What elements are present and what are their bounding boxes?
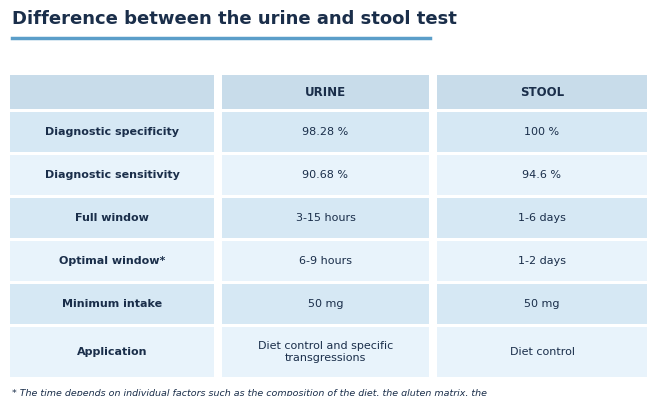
Text: Full window: Full window (75, 213, 149, 223)
FancyBboxPatch shape (10, 241, 214, 281)
FancyBboxPatch shape (10, 112, 214, 152)
Text: 50 mg: 50 mg (307, 299, 343, 309)
Text: Diagnostic specificity: Diagnostic specificity (45, 127, 179, 137)
FancyBboxPatch shape (222, 241, 429, 281)
Text: URINE: URINE (305, 86, 346, 99)
FancyBboxPatch shape (10, 75, 214, 109)
FancyBboxPatch shape (437, 112, 647, 152)
FancyBboxPatch shape (437, 284, 647, 324)
Text: 100 %: 100 % (524, 127, 560, 137)
FancyBboxPatch shape (437, 155, 647, 195)
FancyBboxPatch shape (10, 198, 214, 238)
FancyBboxPatch shape (437, 327, 647, 377)
FancyBboxPatch shape (437, 241, 647, 281)
Text: Diet control and specific
transgressions: Diet control and specific transgressions (258, 341, 393, 363)
Text: 6-9 hours: 6-9 hours (299, 256, 352, 266)
FancyBboxPatch shape (437, 198, 647, 238)
Text: 90.68 %: 90.68 % (302, 170, 348, 180)
Text: 1-2 days: 1-2 days (518, 256, 566, 266)
Text: Application: Application (77, 347, 147, 357)
FancyBboxPatch shape (222, 284, 429, 324)
FancyBboxPatch shape (222, 112, 429, 152)
FancyBboxPatch shape (10, 327, 214, 377)
Text: Optimal window*: Optimal window* (59, 256, 165, 266)
Text: Diagnostic sensitivity: Diagnostic sensitivity (45, 170, 179, 180)
FancyBboxPatch shape (437, 75, 647, 109)
Text: 1-6 days: 1-6 days (518, 213, 566, 223)
Text: Diet control: Diet control (509, 347, 574, 357)
Text: * The time depends on individual factors such as the composition of the diet, th: * The time depends on individual factors… (12, 389, 487, 396)
Text: Difference between the urine and stool test: Difference between the urine and stool t… (12, 10, 457, 28)
FancyBboxPatch shape (222, 198, 429, 238)
Text: 3-15 hours: 3-15 hours (296, 213, 355, 223)
FancyBboxPatch shape (10, 155, 214, 195)
Text: STOOL: STOOL (520, 86, 564, 99)
Text: Minimum intake: Minimum intake (62, 299, 162, 309)
FancyBboxPatch shape (222, 155, 429, 195)
FancyBboxPatch shape (222, 327, 429, 377)
Text: 98.28 %: 98.28 % (302, 127, 349, 137)
Text: 50 mg: 50 mg (524, 299, 560, 309)
Text: 94.6 %: 94.6 % (522, 170, 562, 180)
FancyBboxPatch shape (10, 284, 214, 324)
FancyBboxPatch shape (222, 75, 429, 109)
